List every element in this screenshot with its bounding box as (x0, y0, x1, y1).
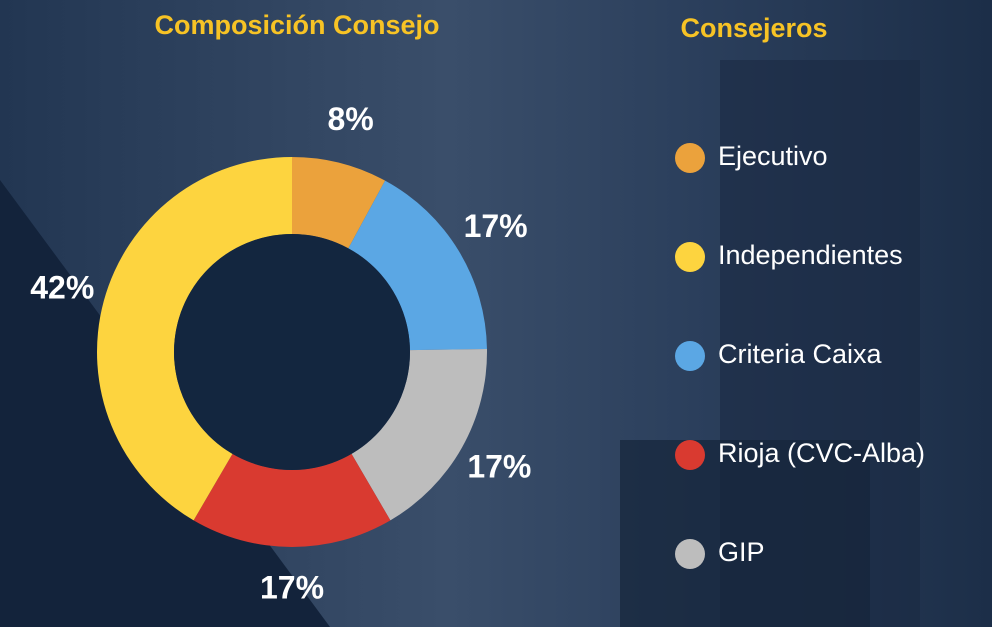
legend-marker (675, 242, 705, 272)
slide: Composición Consejo Consejeros 8% 17% 17% 1… (0, 0, 992, 627)
legend-label: GIP (718, 537, 765, 567)
legend-label: Independientes (718, 240, 903, 270)
legend-marker (675, 143, 705, 173)
legend-label: Criteria Caixa (718, 339, 883, 369)
data-label: 17% (464, 208, 528, 244)
data-label: 8% (327, 101, 373, 137)
legend-title: Consejeros (680, 13, 827, 43)
chart-title: Composición Consejo (154, 10, 439, 40)
legend-marker (675, 440, 705, 470)
legend-label: Ejecutivo (718, 141, 828, 171)
legend-marker (675, 341, 705, 371)
legend-marker (675, 539, 705, 569)
data-label: 17% (467, 448, 531, 484)
donut-hole (174, 234, 410, 470)
data-label: 42% (30, 269, 94, 305)
legend-label: Rioja (CVC-Alba) (718, 438, 925, 468)
data-label: 17% (260, 569, 324, 605)
